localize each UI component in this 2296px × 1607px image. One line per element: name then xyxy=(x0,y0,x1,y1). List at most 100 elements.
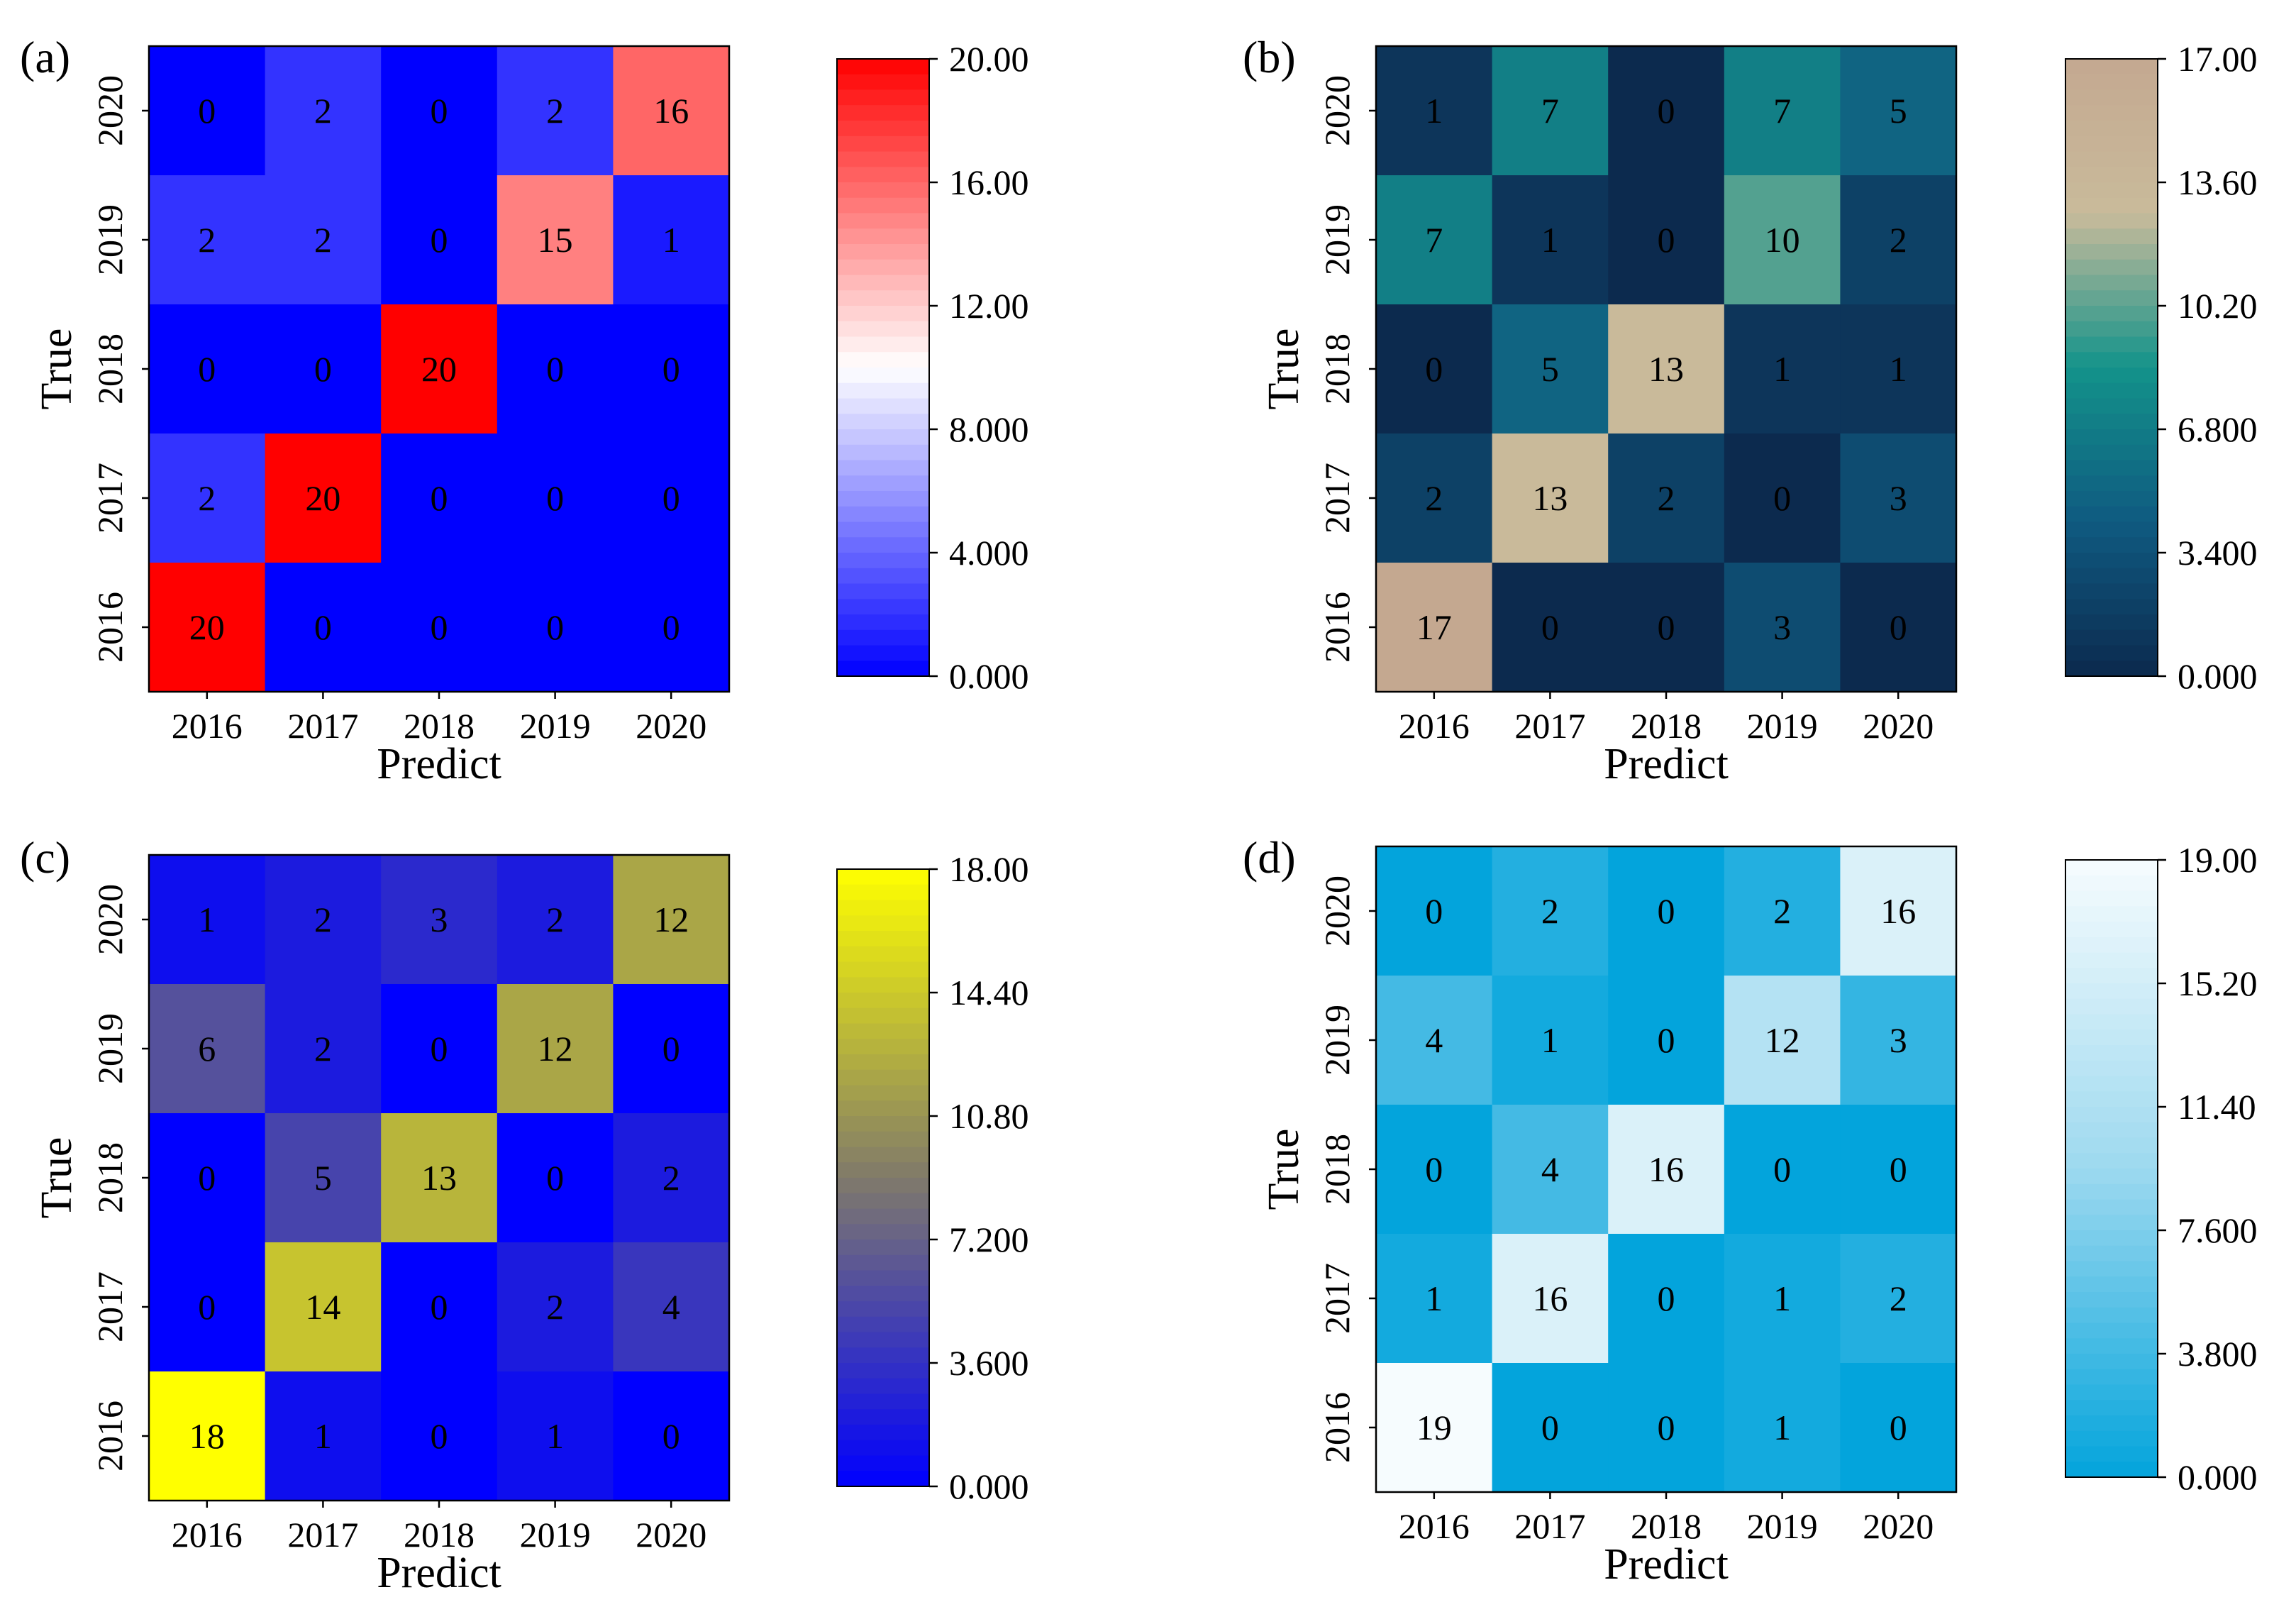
colorbar-segment xyxy=(2065,1369,2158,1386)
x-tick-label: 2016 xyxy=(1399,1506,1470,1546)
x-tick-label: 2018 xyxy=(404,706,475,746)
colorbar-tick-label: 18.00 xyxy=(949,849,1029,889)
heatmap-cell xyxy=(1724,433,1841,563)
cell-value-label: 0 xyxy=(1658,607,1675,647)
heatmap-cell xyxy=(381,46,498,176)
cell-value-label: 2 xyxy=(1890,1279,1907,1318)
colorbar-tick-label: 6.800 xyxy=(2178,409,2258,449)
heatmap-cell xyxy=(265,563,382,692)
colorbar-segment xyxy=(837,259,929,276)
x-tick-label: 2018 xyxy=(1631,706,1702,746)
cell-value-label: 0 xyxy=(1890,607,1907,647)
colorbar-segment xyxy=(837,59,929,75)
heatmap-cell xyxy=(265,1113,382,1243)
heatmap-cell xyxy=(1492,175,1609,305)
cell-value-label: 0 xyxy=(1425,891,1443,931)
cell-value-label: 14 xyxy=(305,1287,340,1327)
heatmap-cell xyxy=(1492,46,1609,176)
heatmap-cell xyxy=(613,304,730,434)
colorbar-segment xyxy=(2065,1230,2158,1247)
cell-value-label: 2 xyxy=(198,220,216,260)
colorbar-segment xyxy=(2065,968,2158,984)
x-tick-label: 2019 xyxy=(1747,1506,1818,1546)
y-tick-label: 2017 xyxy=(1317,463,1357,534)
colorbar-segment xyxy=(2065,167,2158,183)
heatmap-cell xyxy=(149,433,266,563)
colorbar-segment xyxy=(837,1254,929,1271)
colorbar-segment xyxy=(2065,1014,2158,1030)
cell-value-label: 13 xyxy=(1532,478,1568,518)
heatmap-cell xyxy=(265,1242,382,1372)
colorbar-segment xyxy=(837,1054,929,1071)
colorbar-segment xyxy=(837,491,929,507)
colorbar-segment xyxy=(837,1116,929,1132)
colorbar-frame xyxy=(836,868,930,1487)
colorbar-segment xyxy=(837,1239,929,1256)
colorbar-segment xyxy=(837,368,929,384)
colorbar-tick-label: 3.400 xyxy=(2178,533,2258,573)
colorbar-segment xyxy=(2065,105,2158,121)
heatmap-cell xyxy=(1376,1363,1493,1493)
panel-label: (c) xyxy=(20,832,70,883)
colorbar-tick-label: 10.80 xyxy=(949,1096,1029,1136)
heatmap-cell xyxy=(381,1371,498,1501)
heatmap-cell xyxy=(497,855,614,985)
heatmap-cell xyxy=(613,984,730,1114)
colorbar-segment xyxy=(2065,1307,2158,1324)
heatmap-cell xyxy=(149,855,266,985)
colorbar-tick-label: 0.000 xyxy=(949,1467,1029,1506)
x-axis-title: Predict xyxy=(1604,1540,1729,1589)
heatmap-cell xyxy=(1840,976,1957,1105)
colorbar-tick-label: 7.200 xyxy=(949,1220,1029,1259)
colorbar-tick-label: 3.600 xyxy=(949,1343,1029,1383)
x-tick-label: 2017 xyxy=(287,706,358,746)
colorbar-segment xyxy=(837,105,929,121)
y-axis-title: True xyxy=(33,328,81,410)
colorbar-segment xyxy=(2065,1400,2158,1416)
heatmap-cell xyxy=(265,855,382,985)
heatmap-cell xyxy=(1724,846,1841,976)
cell-value-label: 0 xyxy=(1658,220,1675,260)
colorbar-segment xyxy=(2065,74,2158,91)
cell-value-label: 1 xyxy=(1773,1279,1791,1318)
colorbar-segment xyxy=(2065,937,2158,954)
colorbar-segment xyxy=(2065,1199,2158,1215)
heatmap-cell xyxy=(613,563,730,692)
cell-value-label: 0 xyxy=(546,478,564,518)
colorbar-segment xyxy=(837,1455,929,1471)
colorbar-segment xyxy=(837,1270,929,1286)
y-tick-label: 2018 xyxy=(1317,1134,1357,1205)
cell-value-label: 3 xyxy=(431,900,448,939)
heatmap-cell xyxy=(1840,175,1957,305)
colorbar-segment xyxy=(2065,59,2158,75)
colorbar-segment xyxy=(2065,259,2158,276)
cell-value-label: 12 xyxy=(1765,1020,1800,1060)
colorbar-segment xyxy=(2065,197,2158,214)
heatmap-cell xyxy=(1492,1363,1609,1493)
heatmap-cell xyxy=(1840,433,1957,563)
heatmap-cell xyxy=(1608,304,1725,434)
x-axis-title: Predict xyxy=(1604,740,1729,788)
colorbar-frame xyxy=(836,58,930,677)
colorbar-segment xyxy=(2065,875,2158,892)
colorbar-segment xyxy=(837,74,929,91)
heatmap-cell xyxy=(1840,1105,1957,1235)
heatmap-cell xyxy=(1376,304,1493,434)
cell-value-label: 19 xyxy=(1416,1408,1452,1447)
heatmap-cell xyxy=(1840,846,1957,976)
colorbar-segment xyxy=(2065,1261,2158,1277)
cell-value-label: 2 xyxy=(546,900,564,939)
cell-value-label: 2 xyxy=(662,1158,680,1198)
colorbar-segment xyxy=(837,460,929,476)
cell-value-label: 1 xyxy=(1773,349,1791,389)
x-tick-label: 2016 xyxy=(1399,706,1470,746)
colorbar-segment xyxy=(2065,1354,2158,1370)
heatmap-cell xyxy=(149,1242,266,1372)
heatmap-cell xyxy=(265,46,382,176)
heatmap-cell xyxy=(1492,976,1609,1105)
colorbar-segment xyxy=(837,1007,929,1025)
colorbar-segment xyxy=(837,89,929,106)
heatmap-cell xyxy=(1724,1105,1841,1235)
colorbar-segment xyxy=(837,1178,929,1194)
